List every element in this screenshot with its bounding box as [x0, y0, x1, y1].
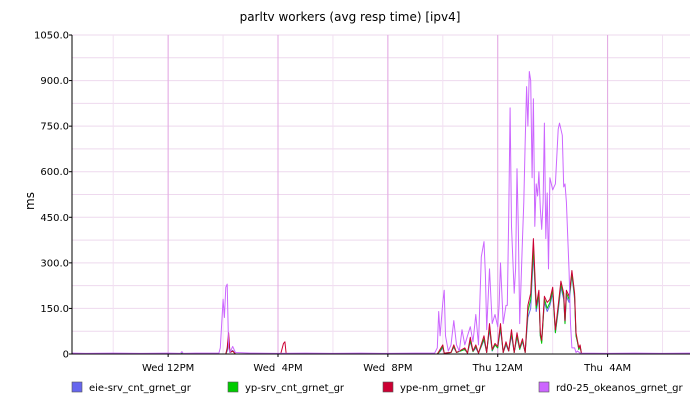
legend-label-1: yp-srv_cnt_grnet_gr — [245, 383, 345, 394]
y-axis-label: ms — [23, 192, 37, 210]
x-tick-label: Wed 8PM — [363, 363, 412, 374]
x-tick-label: Thu 4AM — [583, 363, 631, 374]
chart-title: parltv workers (avg resp time) [ipv4] — [240, 10, 461, 24]
legend-swatch-3 — [538, 381, 550, 393]
y-tick-label: 0 — [63, 350, 69, 361]
legend-label-0: eie-srv_cnt_grnet_gr — [89, 383, 192, 394]
x-tick-label: Thu 12AM — [472, 363, 523, 374]
axes — [71, 35, 690, 355]
legend-label-2: ype-nm_grnet_gr — [400, 383, 486, 394]
legend-label-3: rd0-25_okeanos_grnet_gr — [556, 383, 684, 394]
y-tick-labels: 0 150.0 300.0 450.0 600.0 750.0 900.0 1050.0 — [34, 31, 72, 361]
x-tick-labels: Wed 12PM Wed 4PM Wed 8PM Thu 12AM Thu 4AM — [142, 354, 631, 374]
legend-swatch-1 — [227, 381, 239, 393]
y-tick-label: 150.0 — [40, 304, 69, 315]
y-tick-label: 750.0 — [40, 122, 69, 133]
legend-swatch-2 — [382, 381, 394, 393]
y-tick-label: 1050.0 — [34, 31, 69, 42]
x-tick-label: Wed 4PM — [253, 363, 302, 374]
y-tick-label: 450.0 — [40, 213, 69, 224]
series-line-3 — [71, 71, 691, 354]
grid — [72, 34, 690, 355]
y-tick-label: 900.0 — [40, 76, 69, 87]
legend-swatch-0 — [71, 381, 83, 393]
y-tick-label: 600.0 — [40, 167, 69, 178]
x-tick-label: Wed 12PM — [142, 363, 194, 374]
y-tick-label: 300.0 — [40, 258, 69, 269]
legend: eie-srv_cnt_grnet_gr yp-srv_cnt_grnet_gr y… — [71, 381, 684, 394]
